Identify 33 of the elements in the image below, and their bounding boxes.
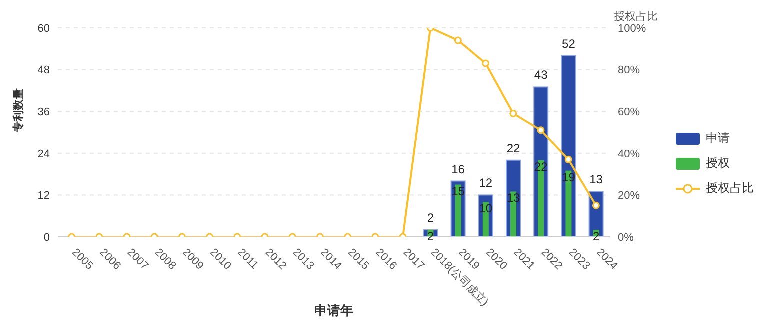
- point: [482, 60, 490, 68]
- data-label: 43: [534, 68, 548, 82]
- data-label: 12: [479, 176, 493, 190]
- y-tick-label: 36: [38, 106, 50, 119]
- y-tick-label: 60: [38, 22, 50, 35]
- legend-label: 授权占比: [706, 180, 754, 197]
- data-label: 15: [452, 184, 466, 198]
- point: [454, 36, 462, 44]
- y2-tick-label: 60%: [618, 106, 640, 119]
- y2-tick-label: 0%: [618, 232, 634, 244]
- y2-tick-label: 100%: [618, 22, 646, 35]
- y2-tick-label: 80%: [618, 64, 640, 77]
- data-label: 22: [506, 141, 520, 156]
- y-tick-label: 0: [44, 232, 50, 244]
- point: [592, 202, 600, 210]
- x-axis-title: 申请年: [314, 303, 354, 318]
- data-label: 52: [562, 36, 576, 51]
- legend-label: 申请: [706, 130, 730, 147]
- point: [564, 156, 572, 164]
- y-axis-title: 专利数量: [12, 88, 25, 134]
- point: [510, 110, 518, 118]
- y-tick-label: 12: [38, 190, 50, 202]
- y-tick-label: 48: [38, 64, 50, 77]
- data-label: 16: [452, 162, 466, 176]
- point: [537, 126, 545, 134]
- y-tick-label: 24: [38, 148, 50, 160]
- y2-tick-label: 20%: [618, 190, 640, 202]
- data-label: 13: [590, 172, 604, 187]
- y2-tick-label: 40%: [618, 148, 640, 160]
- y2-axis-title: 授权占比: [614, 10, 658, 23]
- legend-label: 授权: [706, 155, 730, 172]
- data-label: 2: [427, 211, 434, 226]
- data-label: 10: [479, 202, 493, 216]
